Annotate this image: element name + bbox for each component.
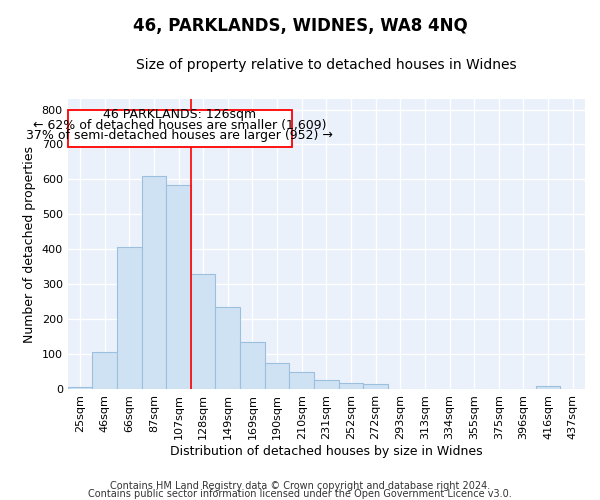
Bar — [215, 307, 240, 389]
Bar — [338, 383, 363, 389]
Bar — [142, 176, 166, 389]
Bar — [191, 274, 215, 389]
Bar — [314, 380, 338, 389]
Title: Size of property relative to detached houses in Widnes: Size of property relative to detached ho… — [136, 58, 517, 71]
Bar — [363, 384, 388, 389]
Text: 46, PARKLANDS, WIDNES, WA8 4NQ: 46, PARKLANDS, WIDNES, WA8 4NQ — [133, 18, 467, 36]
Bar — [240, 342, 265, 389]
Text: Contains public sector information licensed under the Open Government Licence v3: Contains public sector information licen… — [88, 489, 512, 499]
Bar — [117, 248, 142, 389]
Text: 46 PARKLANDS: 126sqm: 46 PARKLANDS: 126sqm — [103, 108, 256, 122]
Bar — [289, 372, 314, 389]
Text: ← 62% of detached houses are smaller (1,609): ← 62% of detached houses are smaller (1,… — [33, 119, 326, 132]
Bar — [68, 387, 92, 389]
Text: Contains HM Land Registry data © Crown copyright and database right 2024.: Contains HM Land Registry data © Crown c… — [110, 481, 490, 491]
FancyBboxPatch shape — [68, 110, 292, 147]
Bar — [166, 184, 191, 389]
Bar — [92, 352, 117, 389]
Bar — [536, 386, 560, 389]
Text: 37% of semi-detached houses are larger (952) →: 37% of semi-detached houses are larger (… — [26, 129, 333, 142]
X-axis label: Distribution of detached houses by size in Widnes: Distribution of detached houses by size … — [170, 444, 482, 458]
Y-axis label: Number of detached properties: Number of detached properties — [23, 146, 36, 342]
Bar — [265, 363, 289, 389]
